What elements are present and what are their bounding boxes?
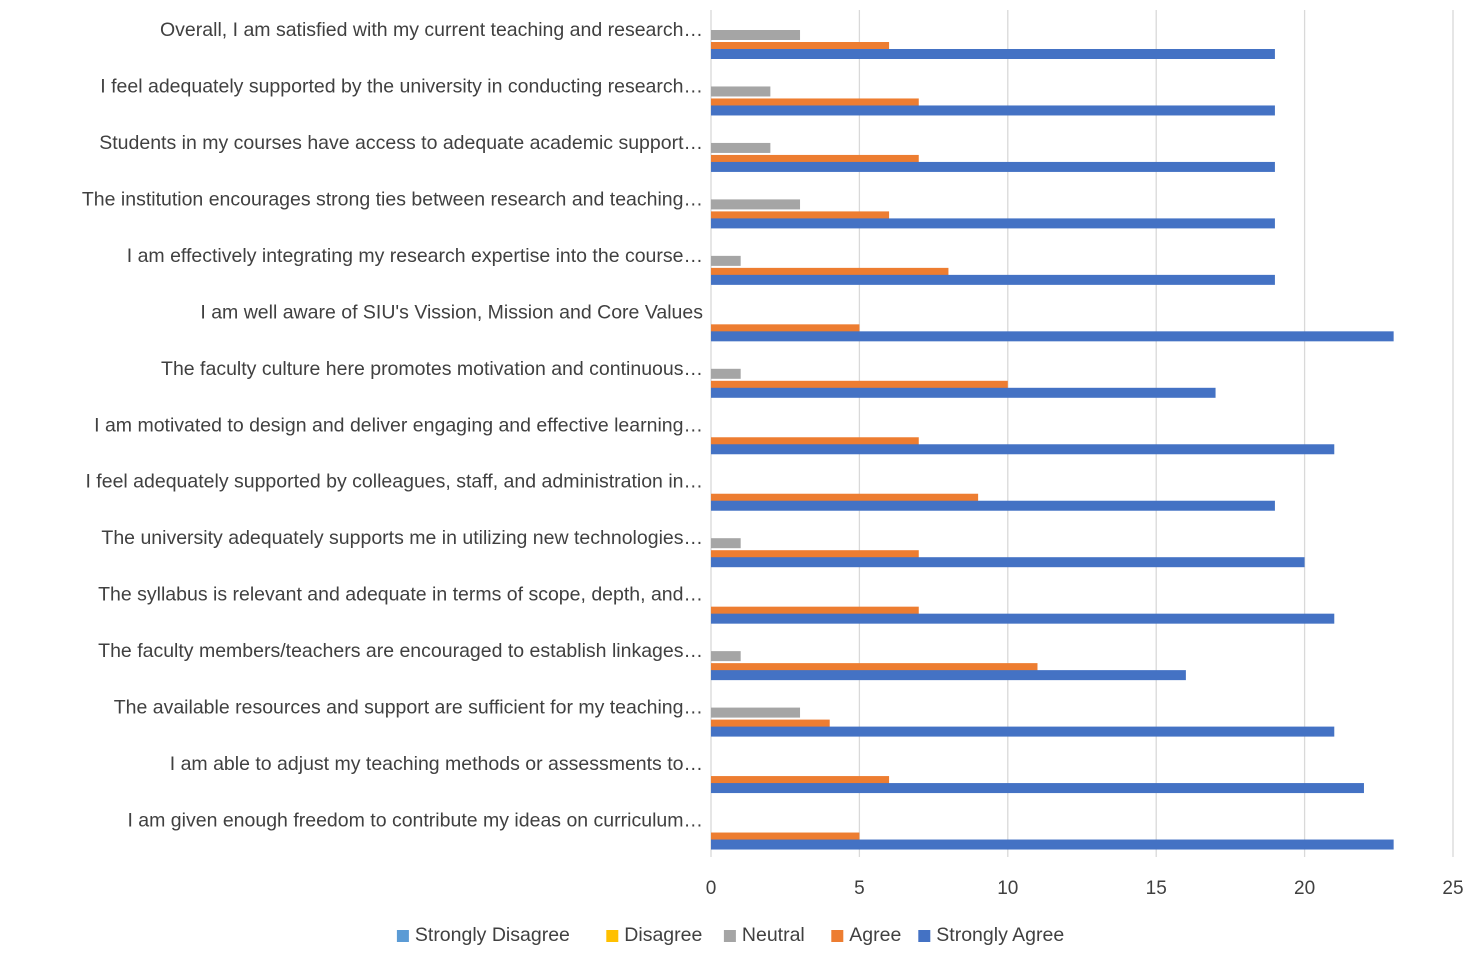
category-label: The syllabus is relevant and adequate in… xyxy=(98,584,703,606)
bar-agree xyxy=(711,42,890,52)
category-label: Overall, I am satisfied with my current … xyxy=(160,19,703,41)
category-label: I am well aware of SIU's Vission, Missio… xyxy=(200,301,703,323)
bar-neutral xyxy=(711,707,801,718)
bar-strongly-agree xyxy=(711,500,1275,511)
bar-agree xyxy=(711,154,919,165)
category-label: The faculty members/teachers are encoura… xyxy=(98,640,703,662)
bar-agree xyxy=(711,437,919,448)
bar-agree xyxy=(711,267,949,278)
legend-label: Agree xyxy=(849,924,901,946)
category-label: I am given enough freedom to contribute … xyxy=(127,810,703,832)
category-labels: I am given enough freedom to contribute … xyxy=(82,19,703,832)
category-label: I am able to adjust my teaching methods … xyxy=(170,753,703,775)
category-label: The faculty culture here promotes motiva… xyxy=(161,358,703,380)
bar-neutral xyxy=(711,86,771,97)
bar-strongly-agree xyxy=(711,557,1305,568)
legend-swatch xyxy=(831,930,844,942)
x-tick-label: 20 xyxy=(1294,878,1315,899)
bar-strongly-agree xyxy=(711,726,1335,737)
category-label: Students in my courses have access to ad… xyxy=(99,132,703,154)
bar-strongly-agree xyxy=(711,613,1335,624)
x-tick-label: 5 xyxy=(854,878,865,899)
bar-agree xyxy=(711,832,860,843)
bar-strongly-agree xyxy=(711,218,1275,229)
legend-label: Strongly Disagree xyxy=(415,924,570,946)
legend: Strongly Disagree Disagree Neutral Agree Str… xyxy=(396,924,1064,946)
bar-neutral xyxy=(711,255,741,266)
bar-strongly-agree xyxy=(711,161,1275,172)
bar-neutral xyxy=(711,199,801,210)
category-label: I feel adequately supported by colleague… xyxy=(85,471,703,493)
bar-strongly-agree xyxy=(711,839,1394,850)
legend-label: Strongly Agree xyxy=(936,924,1064,946)
bar-agree xyxy=(711,663,1038,674)
bar-agree xyxy=(711,776,890,787)
legend-label: Disagree xyxy=(624,924,702,946)
category-label: The available resources and support are … xyxy=(114,697,703,719)
category-label: I feel adequately supported by the unive… xyxy=(100,75,703,97)
x-tick-label: 10 xyxy=(997,878,1018,899)
bar-agree xyxy=(711,493,979,504)
bar-strongly-agree xyxy=(711,49,1275,59)
bar-agree xyxy=(711,324,860,335)
bar-strongly-agree xyxy=(711,783,1364,794)
category-label: I am effectively integrating my research… xyxy=(127,245,703,267)
legend-swatch xyxy=(396,930,409,942)
bar-neutral xyxy=(711,30,801,40)
bar-strongly-agree xyxy=(711,387,1216,398)
bar-agree xyxy=(711,380,1008,391)
bar-neutral xyxy=(711,142,771,153)
legend-swatch xyxy=(723,930,736,942)
x-tick-label: 25 xyxy=(1442,878,1463,899)
bars xyxy=(711,30,1394,850)
bar-agree xyxy=(711,550,919,561)
bar-strongly-agree xyxy=(711,444,1335,455)
category-label: I am motivated to design and deliver eng… xyxy=(94,414,703,436)
bar-agree xyxy=(711,719,830,730)
bar-strongly-agree xyxy=(711,105,1275,116)
category-label: The institution encourages strong ties b… xyxy=(82,188,703,210)
legend-swatch xyxy=(606,930,619,942)
bar-strongly-agree xyxy=(711,670,1186,681)
bar-agree xyxy=(711,211,890,222)
bar-strongly-agree xyxy=(711,331,1394,342)
legend-swatch xyxy=(918,930,931,942)
bar-agree xyxy=(711,98,919,109)
bar-neutral xyxy=(711,651,741,662)
bar-agree xyxy=(711,606,919,617)
x-axis-ticks: 0 5 10 15 20 25 xyxy=(706,878,1464,899)
bar-neutral xyxy=(711,538,741,549)
x-tick-label: 0 xyxy=(706,878,717,899)
bar-neutral xyxy=(711,368,741,379)
x-tick-label: 15 xyxy=(1146,878,1167,899)
legend-label: Neutral xyxy=(742,924,805,946)
category-label: The university adequately supports me in… xyxy=(101,527,703,549)
bar-strongly-agree xyxy=(711,274,1275,285)
